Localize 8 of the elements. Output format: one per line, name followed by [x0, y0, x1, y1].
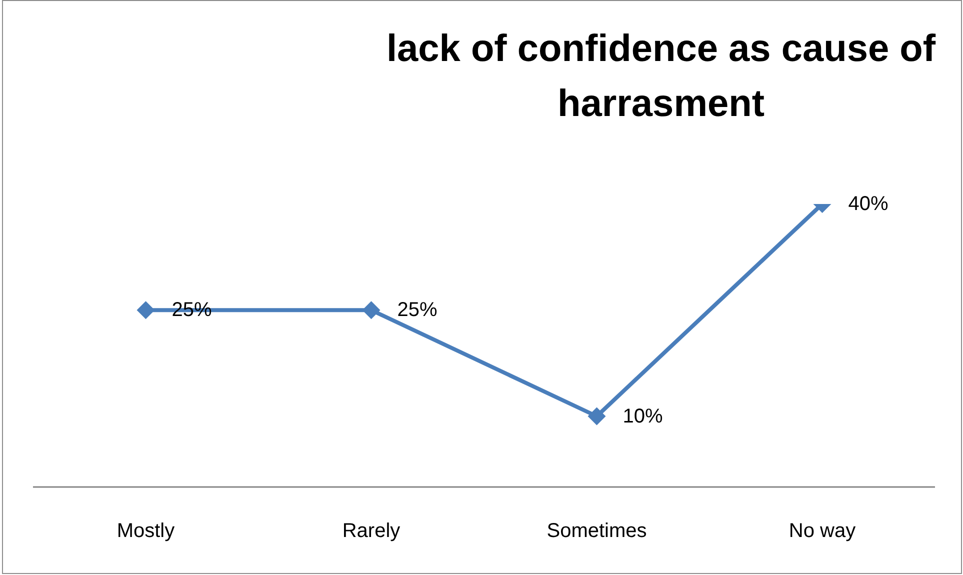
data-label: 40% — [848, 193, 888, 215]
data-label: 25% — [397, 299, 438, 322]
x-tick-label: Rarely — [342, 520, 400, 542]
chart-title: lack of confidence as cause of harrasment — [385, 27, 937, 127]
x-tick-label: No way — [788, 520, 856, 542]
data-label: 10% — [622, 405, 663, 428]
x-tick-label: Sometimes — [546, 520, 647, 542]
x-tick-label: Mostly — [116, 520, 175, 542]
